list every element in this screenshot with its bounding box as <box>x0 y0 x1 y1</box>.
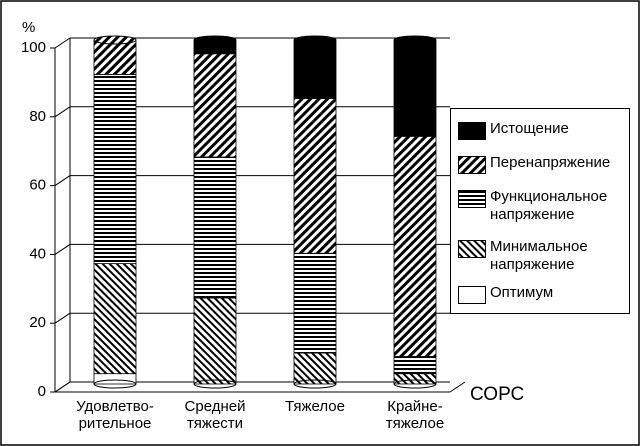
bar-base <box>193 379 237 389</box>
legend-swatch-rect <box>459 191 485 207</box>
y-tick-label: 60 <box>29 177 46 194</box>
bar-segment <box>93 39 137 75</box>
legend-swatch-fill <box>459 287 485 303</box>
y-tick-label: 100 <box>21 39 46 56</box>
floor-edge <box>449 381 466 393</box>
bar-cap <box>193 35 237 45</box>
legend <box>450 108 630 314</box>
legend-swatch-rect <box>459 241 485 257</box>
legend-label: Истощение <box>490 120 569 137</box>
legend-label: Функциональное напряжение <box>490 188 608 223</box>
bar-base <box>93 379 137 389</box>
bar-segment <box>193 297 237 385</box>
grid-diag <box>54 175 71 187</box>
bar-segment <box>93 263 137 375</box>
bar-segment <box>293 252 337 354</box>
x-tick-label: Средней тяжести <box>184 398 246 432</box>
y-tick-label: 20 <box>29 314 46 331</box>
legend-swatch <box>458 156 486 174</box>
bar-segment <box>193 53 237 158</box>
legend-swatch-fill <box>459 241 485 257</box>
grid-diag <box>54 312 71 324</box>
bar-base <box>393 379 437 389</box>
bar-segment <box>293 352 337 385</box>
bar-segment <box>293 39 337 99</box>
bar-segment <box>293 98 337 254</box>
bar-segment <box>93 74 137 264</box>
legend-swatch <box>458 240 486 258</box>
bar-segment <box>193 156 237 299</box>
legend-swatch-fill <box>459 123 485 139</box>
legend-swatch-rect <box>459 123 485 139</box>
legend-swatch-fill <box>459 157 485 173</box>
bar-base <box>293 379 337 389</box>
legend-swatch <box>458 286 486 304</box>
bar-segment <box>393 373 437 385</box>
legend-swatch-rect <box>459 157 485 173</box>
grid-diag <box>54 381 71 393</box>
y-tick-label: 0 <box>38 383 46 400</box>
legend-swatch-rect <box>459 287 485 303</box>
legend-label: Минимальное напряжение <box>490 238 588 273</box>
bar-segment <box>393 135 437 357</box>
grid-diag <box>54 37 71 49</box>
y-unit: % <box>22 19 35 36</box>
grid-diag <box>54 243 71 255</box>
x-tick-label: Тяжелое <box>285 398 345 415</box>
bar-segment <box>393 356 437 375</box>
bar-cap <box>393 35 437 45</box>
bar-cap <box>93 35 137 45</box>
x-axis-label: СОРС <box>470 384 524 405</box>
y-tick-label: 40 <box>29 245 46 262</box>
legend-label: Перенапряжение <box>490 154 611 171</box>
bar-cap <box>293 35 337 45</box>
bar-segment <box>93 373 137 385</box>
legend-label: Оптимум <box>490 284 554 301</box>
x-tick-label: Удовлетво- рительное <box>76 398 154 432</box>
legend-swatch <box>458 122 486 140</box>
legend-swatch-fill <box>459 191 485 207</box>
legend-swatch <box>458 190 486 208</box>
x-tick-label: Крайне- тяжелое <box>385 398 445 432</box>
bar-segment <box>393 39 437 137</box>
grid-diag <box>54 106 71 118</box>
y-tick-label: 80 <box>29 108 46 125</box>
